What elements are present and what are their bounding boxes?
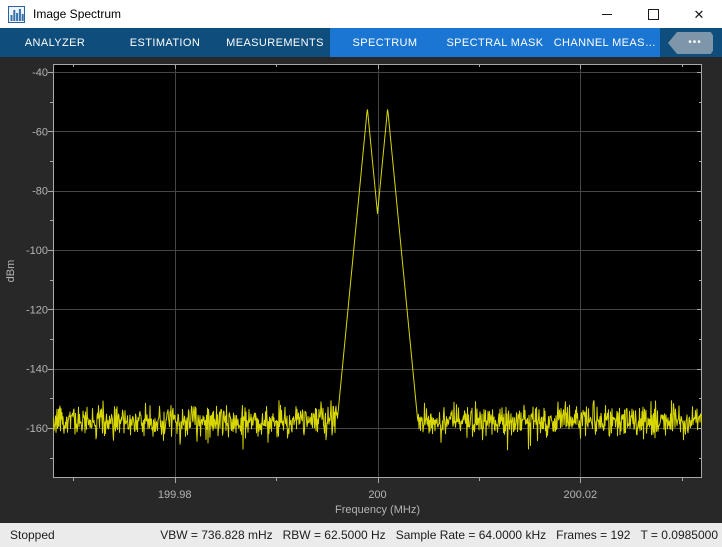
spectrum-display: -40 -60 -80 -100 -120 -140 -160 199.98 200 200.02… <box>0 57 722 523</box>
status-vbw: VBW = 736.828 mHz <box>160 528 273 542</box>
tab-analyzer[interactable]: ANALYZER <box>24 36 86 49</box>
spectrum-bars-icon <box>8 5 25 23</box>
status-state: Stopped <box>10 528 55 542</box>
minimize-icon <box>602 13 612 15</box>
window-controls <box>584 0 722 28</box>
svg-text:-140: -140 <box>26 364 48 376</box>
tab-overflow-area: ••• <box>660 28 722 57</box>
svg-text:-160: -160 <box>26 423 48 435</box>
main-tab-group: ANALYZER ESTIMATION MEASUREMENTS <box>0 28 330 57</box>
maximize-icon <box>647 8 659 20</box>
svg-text:-80: -80 <box>32 186 48 198</box>
title-bar: Image Spectrum <box>0 0 722 28</box>
svg-text:-40: -40 <box>32 67 48 79</box>
svg-text:-60: -60 <box>32 126 48 138</box>
tab-spectrum[interactable]: SPECTRUM <box>352 36 418 49</box>
tab-estimation[interactable]: ESTIMATION <box>129 36 201 49</box>
close-icon <box>694 8 705 21</box>
tab-channel-measurements[interactable]: CHANNEL MEAS… <box>553 36 657 49</box>
svg-text:200: 200 <box>368 489 386 501</box>
status-time: T = 0.0985000 <box>640 528 718 542</box>
status-rbw: RBW = 62.5000 Hz <box>282 528 386 542</box>
close-button[interactable] <box>676 0 722 28</box>
svg-text:-120: -120 <box>26 304 48 316</box>
tab-measurements[interactable]: MEASUREMENTS <box>226 36 324 49</box>
tab-spectral-mask[interactable]: SPECTRAL MASK <box>446 36 544 49</box>
svg-text:Frequency (MHz): Frequency (MHz) <box>335 504 420 516</box>
maximize-button[interactable] <box>630 0 676 28</box>
toolstrip-overflow-button[interactable]: ••• <box>668 32 713 54</box>
svg-text:-100: -100 <box>26 245 48 257</box>
spectrum-tab-group: SPECTRUM SPECTRAL MASK CHANNEL MEAS… <box>330 28 660 57</box>
svg-text:199.98: 199.98 <box>158 489 192 501</box>
status-metrics: VBW = 736.828 mHz RBW = 62.5000 Hz Sampl… <box>160 528 718 542</box>
svg-text:200.02: 200.02 <box>563 489 597 501</box>
spectrum-plot: -40 -60 -80 -100 -120 -140 -160 199.98 200 200.02… <box>5 64 702 516</box>
status-sample-rate: Sample Rate = 64.0000 kHz <box>395 528 547 542</box>
status-bar: Stopped VBW = 736.828 mHz RBW = 62.5000 … <box>0 523 722 547</box>
svg-text:dBm: dBm <box>5 260 17 283</box>
window-title: Image Spectrum <box>33 7 122 21</box>
overflow-ellipsis-icon: ••• <box>688 37 702 48</box>
toolstrip-tab-bar: ANALYZER ESTIMATION MEASUREMENTS SPECTRU… <box>0 28 722 57</box>
minimize-button[interactable] <box>584 0 630 28</box>
status-frames: Frames = 192 <box>556 528 631 542</box>
